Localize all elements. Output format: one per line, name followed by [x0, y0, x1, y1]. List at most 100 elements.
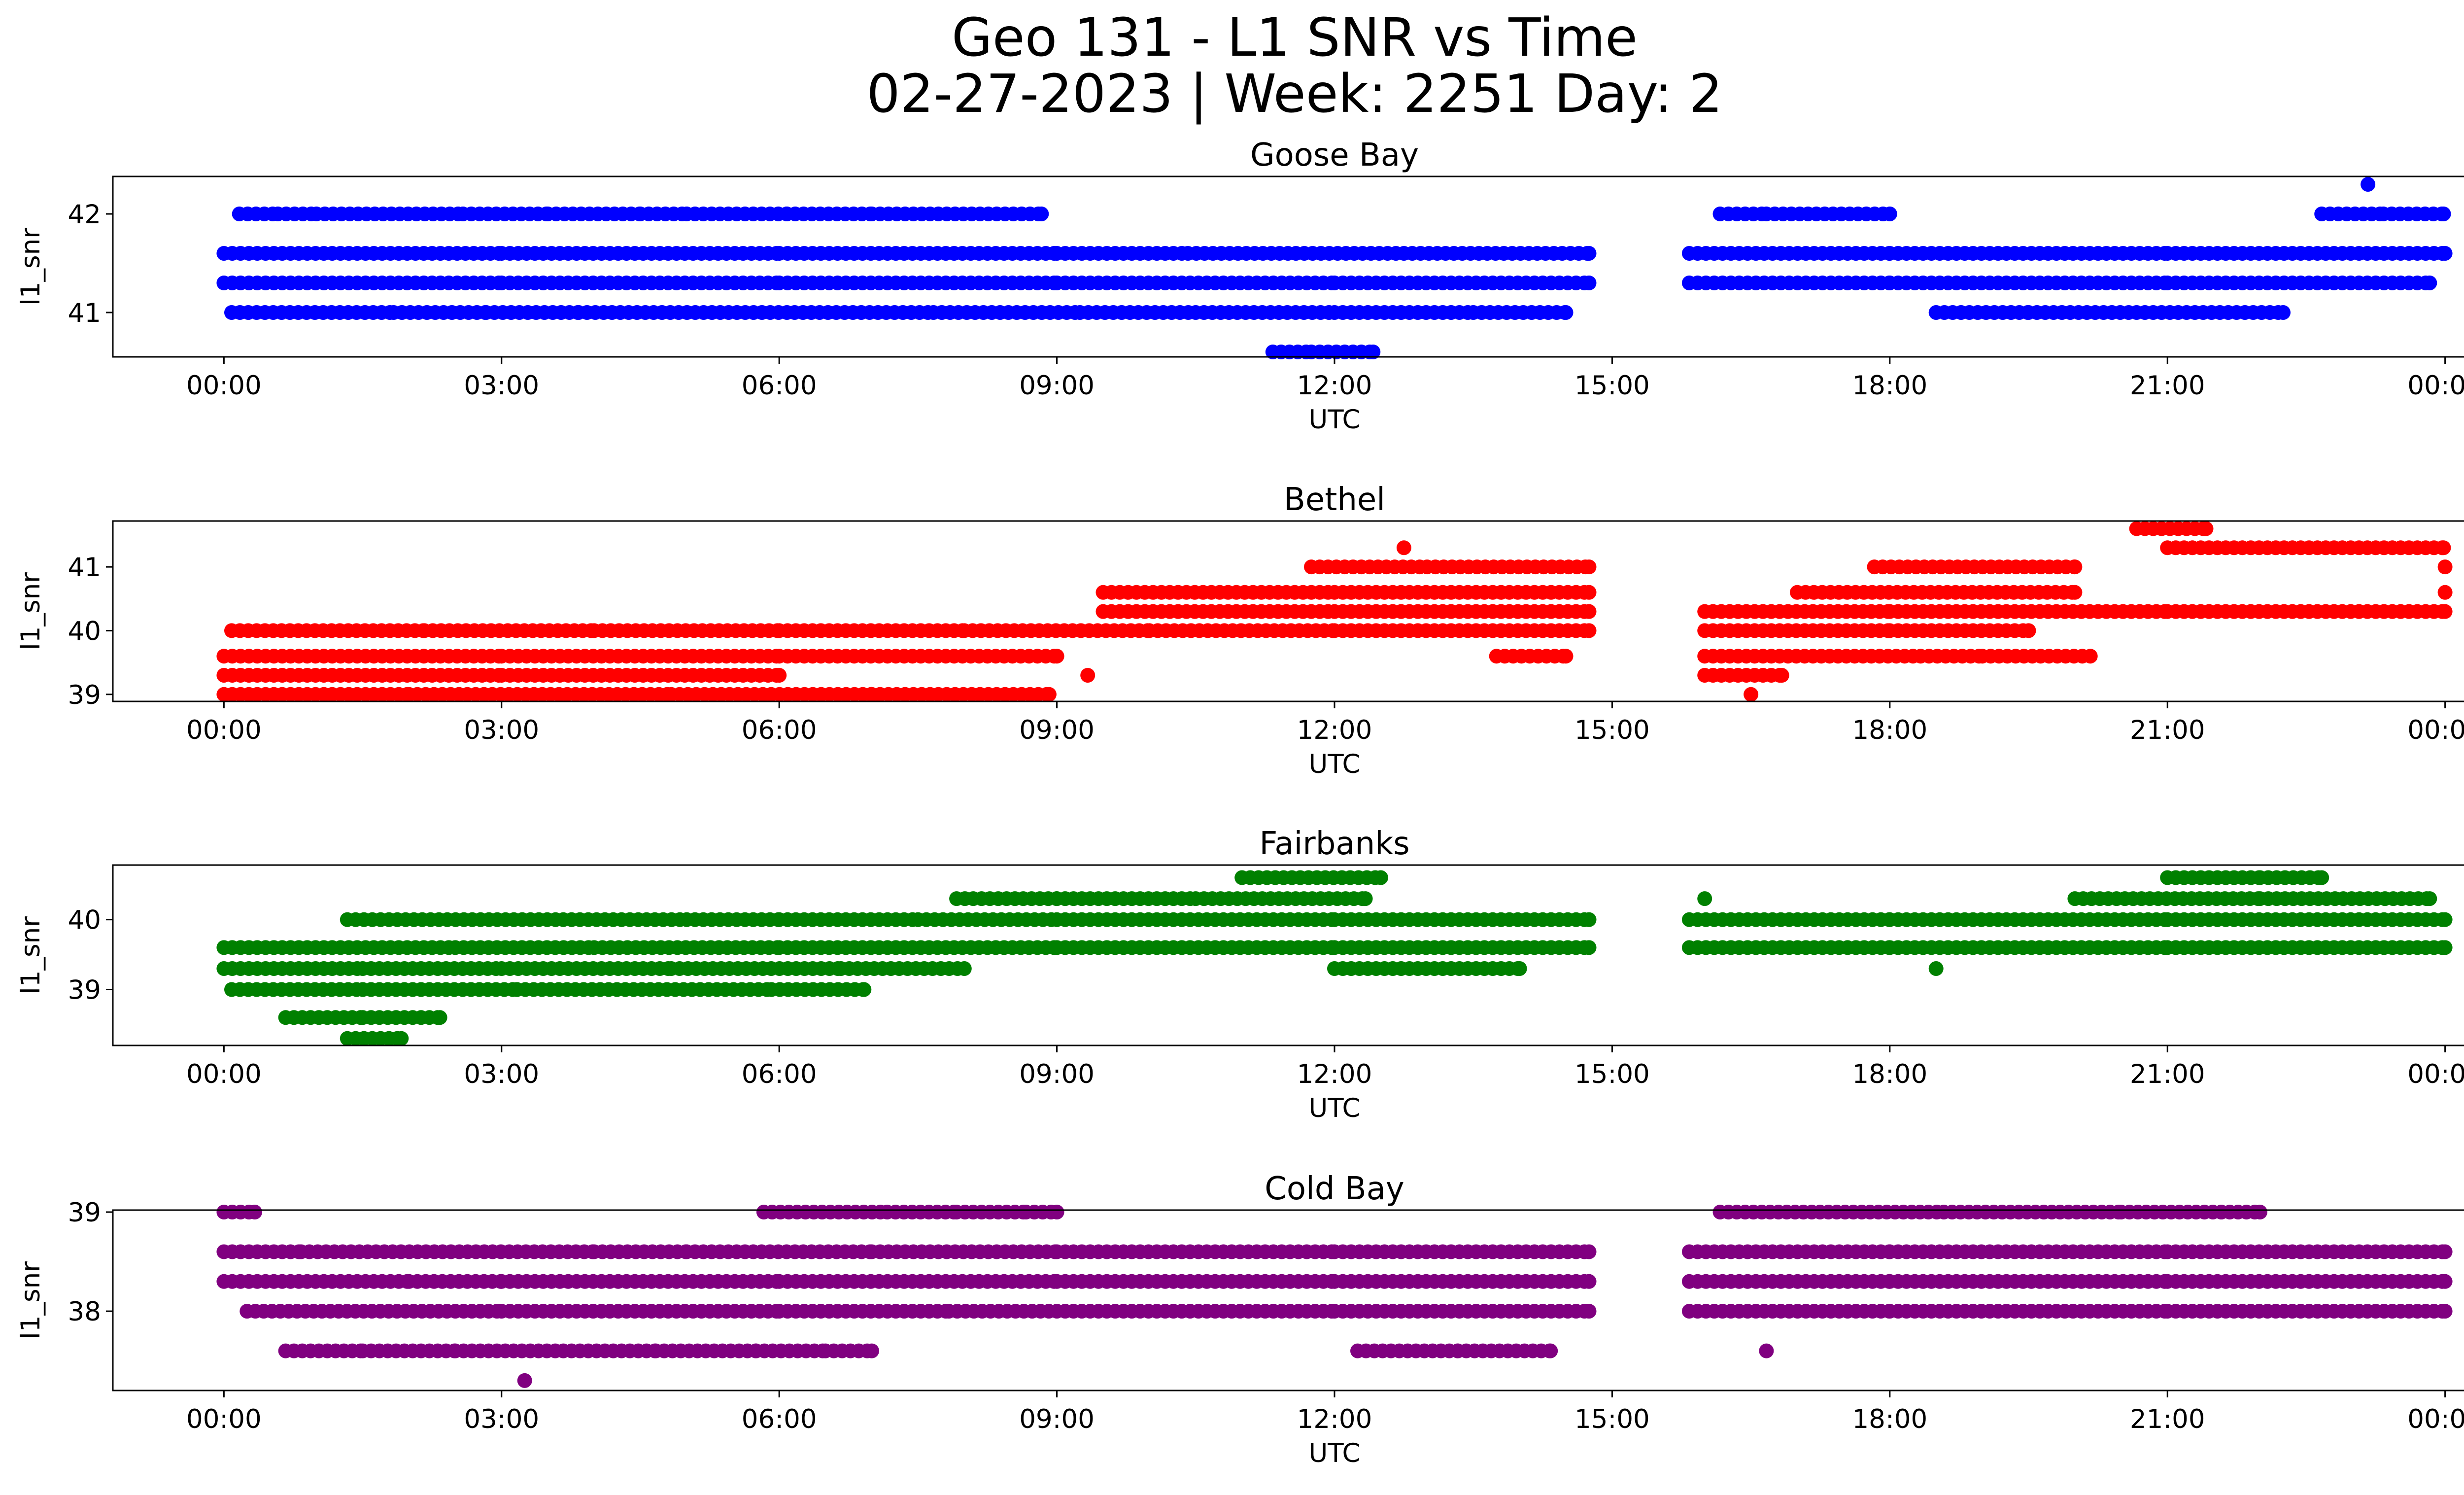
figure-title-line2: 02-27-2023 | Week: 2251 Day: 2	[866, 64, 1722, 125]
x-tick-label: 12:00	[1297, 1404, 1372, 1434]
x-tick-label: 12:00	[1297, 715, 1372, 745]
data-point	[2422, 276, 2437, 290]
x-tick-label: 21:00	[2130, 1404, 2205, 1434]
data-point	[1581, 912, 1597, 927]
data-point	[247, 1205, 262, 1219]
x-tick-label: 00:00	[186, 1059, 262, 1089]
data-point	[856, 982, 872, 997]
x-tick-label: 12:00	[1297, 1059, 1372, 1089]
x-tick-label: 18:00	[1852, 1404, 1927, 1434]
y-tick-label: 41	[68, 553, 101, 583]
data-point	[2361, 177, 2376, 192]
data-point	[2436, 207, 2451, 221]
data-point	[1581, 604, 1597, 619]
x-tick-label: 00:00	[186, 715, 262, 745]
y-tick-label: 42	[68, 200, 101, 230]
data-point	[1366, 345, 1381, 359]
y-tick-label: 39	[68, 680, 101, 710]
data-point	[772, 668, 787, 683]
data-point	[2253, 1205, 2267, 1219]
data-point	[1512, 961, 1527, 976]
data-point	[1358, 891, 1373, 906]
subplot-title: Fairbanks	[1259, 826, 1409, 862]
x-tick-label: 00:00	[2407, 1059, 2464, 1089]
subplot-cold-bay: Cold Bay 38 39 00:00 03:00 06:00 09:00 12:00 15:…	[16, 1171, 2464, 1468]
subplot-title: Cold Bay	[1265, 1171, 1404, 1207]
x-tick-label: 09:00	[1019, 371, 1095, 401]
data-point	[1581, 246, 1597, 261]
x-tick-label: 00:00	[2407, 1404, 2464, 1434]
y-tick-label: 38	[68, 1297, 101, 1327]
x-tick-label: 00:00	[186, 371, 262, 401]
x-tick-label: 15:00	[1574, 371, 1650, 401]
subplot-grid: Goose Bay 41 42 00:00 03:00 06:00 09:00 12:00 15…	[16, 137, 2464, 1468]
data-point	[432, 1010, 447, 1025]
y-axis-label: l1_snr	[16, 916, 46, 994]
x-tick-label: 06:00	[742, 1059, 817, 1089]
subplot-fairbanks: Fairbanks 39 40 00:00 03:00 06:00 09:00 12:00 15…	[16, 826, 2464, 1123]
subplot-title: Goose Bay	[1250, 137, 1419, 174]
subplot-bethel: Bethel 39 40 41 00:00 03:00 06:00 09:00 12:00 15:…	[16, 482, 2464, 779]
x-tick-label: 09:00	[1019, 1059, 1095, 1089]
data-point	[2198, 521, 2214, 536]
y-axis-label: l1_snr	[16, 1261, 46, 1339]
data-point	[1581, 940, 1597, 955]
x-tick-label: 03:00	[464, 1059, 539, 1089]
data-point	[2436, 540, 2451, 556]
data-point	[2437, 1274, 2453, 1289]
data-point	[1543, 1343, 1558, 1358]
data-point	[1581, 1274, 1597, 1289]
y-tick-label: 40	[68, 905, 101, 936]
data-point	[1581, 276, 1597, 290]
x-tick-label: 00:00	[2407, 371, 2464, 401]
x-tick-label: 21:00	[2130, 371, 2205, 401]
x-tick-label: 15:00	[1574, 1059, 1650, 1089]
x-tick-label: 18:00	[1852, 1059, 1927, 1089]
data-point	[1697, 891, 1712, 906]
data-point	[2437, 912, 2453, 927]
y-tick-label: 39	[68, 975, 101, 1006]
x-tick-label: 18:00	[1852, 715, 1927, 745]
data-point	[517, 1373, 532, 1388]
figure-title-line1: Geo 131 - L1 SNR vs Time	[952, 7, 1638, 69]
x-tick-label: 00:00	[2407, 715, 2464, 745]
data-point	[1581, 623, 1597, 638]
data-point	[1034, 207, 1049, 221]
data-point	[1581, 559, 1597, 575]
y-axis-label: l1_snr	[16, 228, 46, 306]
x-tick-label: 03:00	[464, 371, 539, 401]
x-tick-label: 00:00	[186, 1404, 262, 1434]
data-point	[1581, 1244, 1597, 1259]
x-tick-label: 06:00	[742, 371, 817, 401]
data-point	[2422, 891, 2437, 906]
y-tick-label: 39	[68, 1198, 101, 1228]
data-point	[2083, 649, 2098, 664]
x-axis-label: UTC	[1308, 1438, 1360, 1468]
data-point	[2067, 559, 2083, 575]
x-axis-label: UTC	[1308, 749, 1360, 779]
x-tick-label: 15:00	[1574, 715, 1650, 745]
data-point	[1774, 668, 1789, 683]
data-point	[1049, 1205, 1064, 1219]
x-tick-label: 03:00	[464, 1404, 539, 1434]
data-point	[1882, 207, 1897, 221]
x-tick-label: 09:00	[1019, 1404, 1095, 1434]
data-point	[1581, 585, 1597, 600]
data-point	[864, 1343, 879, 1358]
data-point	[2437, 1304, 2453, 1319]
data-point	[1041, 687, 1057, 702]
data-point	[957, 961, 972, 976]
data-point	[2067, 585, 2083, 600]
data-point	[1373, 870, 1388, 885]
x-tick-label: 21:00	[2130, 1059, 2205, 1089]
data-point	[1759, 1343, 1774, 1358]
data-point	[2437, 1244, 2453, 1259]
subplot-title: Bethel	[1284, 482, 1385, 518]
data-point	[2021, 623, 2036, 638]
data-point	[2276, 305, 2291, 320]
data-point	[1558, 305, 1574, 320]
data-point	[1581, 1304, 1597, 1319]
x-tick-label: 09:00	[1019, 715, 1095, 745]
y-tick-label: 41	[68, 298, 101, 328]
